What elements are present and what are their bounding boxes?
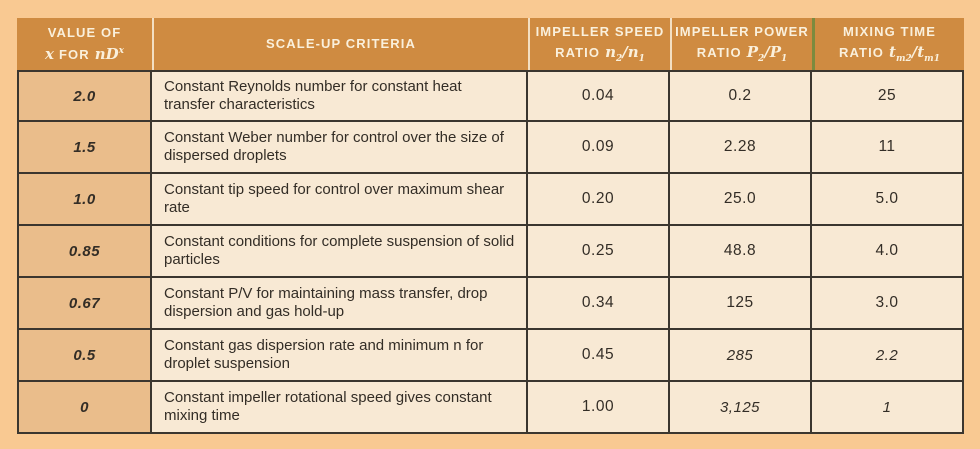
speed-ratio-cell: 0.09 <box>528 122 670 174</box>
scale-up-table: VALUE OF x FOR nDx SCALE-UP CRITERIA IMPEL… <box>17 18 964 434</box>
math-n1-sub: 1 <box>638 54 645 64</box>
header-speed-line2: RATIO n2/n1 <box>532 41 668 67</box>
speed-ratio-cell: 0.34 <box>528 278 670 330</box>
criteria-cell: Constant impeller rotational speed gives… <box>152 382 528 434</box>
math-var-x: x <box>45 44 54 63</box>
mixing-time-ratio-cell: 25 <box>812 70 964 122</box>
math-p1-sym: P <box>769 43 782 61</box>
header-cell-criteria: SCALE-UP CRITERIA <box>152 18 528 70</box>
x-value-cell: 2.0 <box>17 70 152 122</box>
math-power-slash: / <box>764 43 770 61</box>
speed-ratio-cell: 0.20 <box>528 174 670 226</box>
power-ratio-cell: 285 <box>670 330 812 382</box>
header-row: VALUE OF x FOR nDx SCALE-UP CRITERIA IMPEL… <box>17 18 964 70</box>
power-ratio-cell: 48.8 <box>670 226 812 278</box>
math-base: nD <box>94 44 119 63</box>
x-value-cell: 1.0 <box>17 174 152 226</box>
math-n2-sub: 2 <box>615 54 623 64</box>
power-ratio-cell: 3,125 <box>670 382 812 434</box>
math-n2-sym: n <box>605 43 616 61</box>
x-value-cell: 0 <box>17 382 152 434</box>
math-tm2-sym: t <box>889 43 896 61</box>
criteria-cell: Constant Reynolds number for constant he… <box>152 70 528 122</box>
criteria-cell: Constant tip speed for control over maxi… <box>152 174 528 226</box>
mixing-time-ratio-cell: 1 <box>812 382 964 434</box>
header-cell-mixing-time-ratio: MIXING TIME RATIO tm2/tm1 <box>812 18 964 70</box>
criteria-cell: Constant P/V for maintaining mass transf… <box>152 278 528 330</box>
math-var-nD: nDx <box>95 45 124 63</box>
speed-ratio-cell: 0.45 <box>528 330 670 382</box>
math-superscript-x: x <box>118 45 124 56</box>
table-row: 1.0 Constant tip speed for control over … <box>17 174 964 226</box>
power-ratio-cell: 2.28 <box>670 122 812 174</box>
table-row: 2.0 Constant Reynolds number for constan… <box>17 70 964 122</box>
math-tm1-sym: t <box>917 43 925 61</box>
table-header: VALUE OF x FOR nDx SCALE-UP CRITERIA IMPEL… <box>17 18 964 70</box>
math-tm2-sub: m2 <box>895 54 912 64</box>
header-cell-x-value: VALUE OF x FOR nDx <box>17 18 152 70</box>
math-power-ratio: P2/P1 <box>746 43 788 64</box>
table-row: 0.85 Constant conditions for complete su… <box>17 226 964 278</box>
math-p1-sub: 1 <box>781 54 788 64</box>
mixing-time-ratio-cell: 11 <box>812 122 964 174</box>
header-cell-speed-ratio: IMPELLER SPEED RATIO n2/n1 <box>528 18 670 70</box>
x-value-cell: 1.5 <box>17 122 152 174</box>
header-x-for: FOR <box>58 46 90 62</box>
criteria-cell: Constant conditions for complete suspens… <box>152 226 528 278</box>
power-ratio-cell: 125 <box>670 278 812 330</box>
header-mixing-line2: RATIO tm2/tm1 <box>817 41 962 67</box>
x-value-cell: 0.85 <box>17 226 152 278</box>
header-cell-power-ratio: IMPELLER POWER RATIO P2/P1 <box>670 18 812 70</box>
table-row: 1.5 Constant Weber number for control ov… <box>17 122 964 174</box>
header-power-line1: IMPELLER POWER <box>675 23 809 39</box>
math-mixing-slash: / <box>911 43 918 61</box>
power-ratio-cell: 0.2 <box>670 70 812 122</box>
speed-ratio-cell: 1.00 <box>528 382 670 434</box>
mixing-time-ratio-cell: 2.2 <box>812 330 964 382</box>
mixing-time-ratio-cell: 4.0 <box>812 226 964 278</box>
math-tm1-sub: m1 <box>924 54 940 64</box>
math-mixing-ratio: tm2/tm1 <box>889 43 940 64</box>
header-mixing-ratio-word: RATIO <box>839 45 885 60</box>
power-ratio-cell: 25.0 <box>670 174 812 226</box>
x-value-cell: 0.5 <box>17 330 152 382</box>
speed-ratio-cell: 0.04 <box>528 70 670 122</box>
math-speed-slash: / <box>622 43 628 61</box>
header-power-line2: RATIO P2/P1 <box>674 41 810 67</box>
table-row: 0 Constant impeller rotational speed giv… <box>17 382 964 434</box>
table-row: 0.67 Constant P/V for maintaining mass t… <box>17 278 964 330</box>
table-row: 0.5 Constant gas dispersion rate and min… <box>17 330 964 382</box>
math-p2-sub: 2 <box>757 54 765 64</box>
criteria-cell: Constant gas dispersion rate and minimum… <box>152 330 528 382</box>
math-speed-ratio: n2/n1 <box>605 43 645 64</box>
header-speed-line1: IMPELLER SPEED <box>535 23 665 39</box>
header-x-line2: x FOR nDx <box>19 43 150 66</box>
criteria-cell: Constant Weber number for control over t… <box>152 122 528 174</box>
header-mixing-line1: MIXING TIME <box>843 23 936 39</box>
x-value-cell: 0.67 <box>17 278 152 330</box>
mixing-time-ratio-cell: 5.0 <box>812 174 964 226</box>
math-p2-sym: P <box>746 43 758 61</box>
header-x-line1: VALUE OF <box>47 25 122 40</box>
header-criteria-label: SCALE-UP CRITERIA <box>266 36 416 52</box>
math-n1-sym: n <box>627 43 639 61</box>
header-power-ratio-word: RATIO <box>696 45 742 60</box>
speed-ratio-cell: 0.25 <box>528 226 670 278</box>
header-speed-ratio-word: RATIO <box>555 45 601 60</box>
mixing-time-ratio-cell: 3.0 <box>812 278 964 330</box>
table-body: 2.0 Constant Reynolds number for constan… <box>17 70 964 434</box>
